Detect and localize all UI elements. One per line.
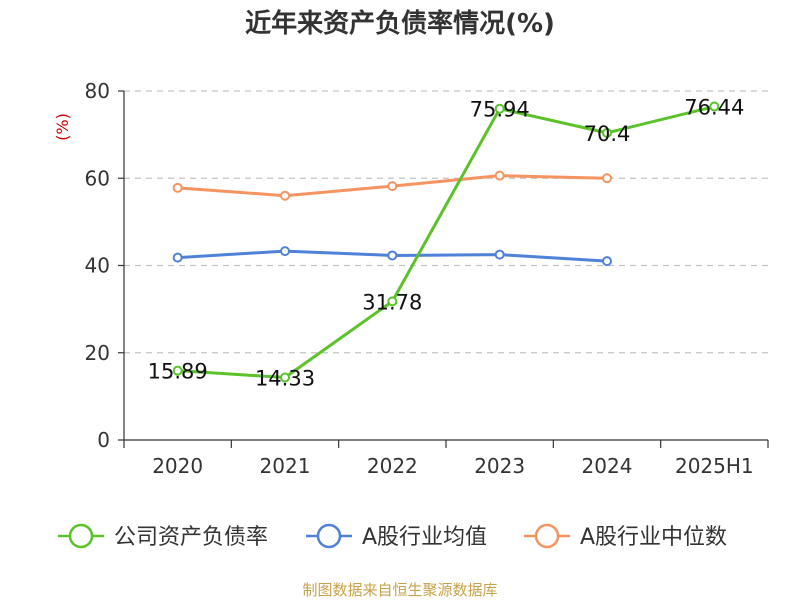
data-point xyxy=(387,181,398,192)
grid-lines xyxy=(124,90,768,354)
data-point xyxy=(172,365,183,376)
y-tick-label: 40 xyxy=(85,254,110,278)
data-point xyxy=(387,250,398,261)
source-note: 制图数据来自恒生聚源数据库 xyxy=(302,581,497,599)
series-line-0 xyxy=(177,105,715,379)
y-tick-label: 60 xyxy=(85,166,110,190)
x-tick-label: 2023 xyxy=(474,454,525,478)
y-tick-label: 20 xyxy=(85,341,110,365)
data-label: 76.44 xyxy=(684,96,744,120)
data-point xyxy=(602,127,612,138)
legend-item[interactable]: A股行业中位数 xyxy=(524,523,727,550)
data-label: 31.78 xyxy=(362,290,422,314)
data-label: 70.4 xyxy=(584,122,631,146)
legend-marker xyxy=(68,523,94,549)
series-lines xyxy=(172,101,720,383)
data-point xyxy=(280,372,290,383)
data-point xyxy=(280,246,290,257)
legend-marker xyxy=(316,523,342,549)
data-point xyxy=(494,103,505,114)
data-labels: 15.89 14.33 31.78 75.94 70.4 76.44 xyxy=(148,96,745,391)
axes: 0 20 40 60 80 2020 2021 2022 2023 2024 2025H1 xyxy=(85,79,769,478)
chart-title: 近年来资产负债率情况(%) xyxy=(245,8,555,39)
legend-label: A股行业中位数 xyxy=(580,525,727,550)
data-label: 75.94 xyxy=(470,98,530,122)
x-tick-label: 2022 xyxy=(367,454,418,478)
data-point xyxy=(602,173,612,184)
y-tick-label: 80 xyxy=(85,79,110,103)
data-label: 14.33 xyxy=(255,366,315,390)
data-point xyxy=(494,249,505,260)
x-tick-label: 2021 xyxy=(260,454,311,478)
y-tick-label: 0 xyxy=(97,428,110,452)
legend-label: A股行业均值 xyxy=(362,525,487,550)
x-tick-label: 2024 xyxy=(582,454,633,478)
data-point xyxy=(494,170,505,181)
data-point xyxy=(172,182,183,193)
data-point xyxy=(709,101,720,112)
legend-item[interactable]: 公司资产负债率 xyxy=(58,523,268,550)
data-label: 15.89 xyxy=(148,360,208,384)
data-point xyxy=(387,296,398,307)
x-tick-label: 2020 xyxy=(152,454,203,478)
y-axis-label: (%) xyxy=(53,113,72,141)
data-point xyxy=(602,256,612,267)
legend-marker xyxy=(534,523,560,549)
data-point xyxy=(280,190,290,201)
x-tick-label: 2025H1 xyxy=(675,454,754,478)
data-point xyxy=(172,252,183,263)
legend: 公司资产负债率 A股行业均值 A股行业中位数 xyxy=(58,523,727,550)
legend-label: 公司资产负债率 xyxy=(114,525,268,550)
legend-item[interactable]: A股行业均值 xyxy=(306,523,487,550)
